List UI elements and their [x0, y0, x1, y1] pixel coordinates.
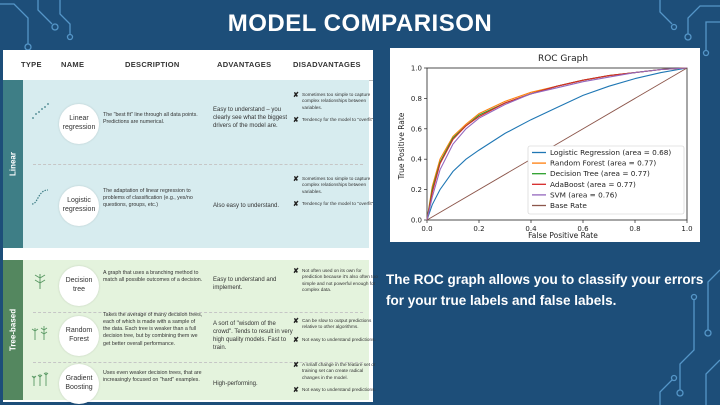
row-divider — [33, 312, 363, 313]
model-comparison-table: TYPE NAME DESCRIPTION ADVANTAGES DISADVA… — [3, 50, 378, 404]
row-name: Random Forest — [59, 316, 99, 356]
header-advantages: ADVANTAGES — [217, 60, 272, 69]
x-tick-label: 0.6 — [577, 225, 589, 233]
legend-label: Random Forest (area = 0.77) — [550, 159, 656, 168]
table-row: Linear regression The "best fit" line th… — [23, 84, 375, 164]
table-row: Random Forest Takes the average of many … — [23, 312, 376, 360]
boosting-trees-icon — [31, 372, 49, 386]
x-mark-icon: ✘ — [293, 201, 299, 209]
y-tick-label: 0.8 — [411, 95, 422, 103]
table-row: Logistic regression The adaptation of li… — [23, 166, 375, 246]
roc-series-line — [426, 67, 688, 221]
y-tick-label: 0.2 — [411, 186, 422, 194]
roc-series-line — [426, 67, 688, 221]
row-name: Linear regression — [59, 104, 99, 144]
roc-series-line — [426, 67, 688, 221]
y-tick-label: 1.0 — [411, 65, 422, 73]
y-tick-label: 0.6 — [411, 125, 423, 133]
x-mark-icon: ✘ — [293, 92, 299, 99]
row-description: Uses even weaker decision trees, that ar… — [103, 370, 202, 384]
decision-tree-icon — [34, 274, 46, 289]
table-row: Decision tree A graph that uses a branch… — [23, 262, 378, 310]
roc-caption: The ROC graph allows you to classify you… — [386, 272, 704, 308]
row-disadvantages: ✘ Sometimes too simple to capture complex… — [293, 176, 375, 209]
row-disadvantages: ✘ Sometimes too simple to capture complex… — [293, 92, 375, 125]
x-tick-label: 0.0 — [421, 225, 432, 233]
x-tick-label: 1.0 — [681, 225, 692, 233]
x-mark-icon: ✘ — [293, 318, 299, 325]
x-axis-label: False Positive Rate — [528, 231, 598, 240]
slide-title: MODEL COMPARISON — [227, 10, 493, 37]
row-name: Logistic regression — [59, 186, 99, 226]
roc-chart: ROC Graph False Positive Rate True Posit… — [390, 48, 700, 242]
x-tick-label: 0.8 — [629, 225, 640, 233]
table-row: Gradient Boosting Uses even weaker decis… — [23, 358, 376, 404]
group-label-linear: Linear — [3, 80, 23, 248]
header-description: DESCRIPTION — [125, 60, 180, 69]
row-description: Takes the average of many decision trees… — [103, 312, 203, 347]
legend-label: AdaBoost (area = 0.77) — [550, 180, 636, 189]
forest-icon — [31, 326, 48, 340]
header-name: NAME — [61, 60, 85, 69]
roc-chart-svg: ROC Graph False Positive Rate True Posit… — [397, 54, 693, 240]
row-disadvantages: ✘ A small change in the feature set or tr… — [293, 362, 376, 395]
x-mark-icon: ✘ — [293, 336, 299, 344]
row-divider — [33, 164, 363, 165]
x-mark-icon: ✘ — [293, 362, 299, 369]
row-description: A graph that uses a branching method to … — [103, 270, 203, 284]
legend-label: Logistic Regression (area = 0.68) — [550, 148, 671, 157]
table-header: TYPE NAME DESCRIPTION ADVANTAGES DISADVA… — [3, 50, 373, 81]
x-mark-icon: ✘ — [293, 176, 299, 183]
row-advantages: Easy to understand – you clearly see wha… — [213, 107, 288, 130]
legend-label: SVM (area = 0.76) — [550, 190, 617, 199]
row-advantages: High-performing. — [213, 381, 258, 387]
legend-label: Base Rate — [550, 201, 587, 210]
header-disadvantages: DISADVANTAGES — [293, 60, 361, 69]
x-mark-icon: ✘ — [293, 117, 299, 125]
row-advantages: Easy to understand and implement. — [213, 277, 277, 292]
scatter-line-icon — [32, 103, 49, 119]
x-mark-icon: ✘ — [293, 268, 299, 275]
header-type: TYPE — [21, 60, 42, 69]
row-name: Gradient Boosting — [59, 364, 99, 404]
chart-title: ROC Graph — [538, 54, 588, 64]
x-tick-label: 0.4 — [525, 225, 537, 233]
x-mark-icon: ✘ — [293, 387, 299, 395]
row-description: The adaptation of linear regression to p… — [103, 188, 193, 209]
row-name: Decision tree — [59, 266, 99, 306]
row-disadvantages: ✘ Not often used on its own for predictio… — [293, 268, 378, 293]
logistic-curve-icon — [31, 189, 49, 205]
row-disadvantages: ✘ Can be slow to output predictions relat… — [293, 318, 376, 344]
y-axis-label: True Positive Rate — [397, 112, 406, 180]
legend-label: Decision Tree (area = 0.77) — [550, 169, 650, 178]
y-tick-label: 0.4 — [411, 156, 423, 164]
chart-legend — [527, 145, 685, 215]
row-advantages: Also easy to understand. — [213, 203, 280, 209]
group-label-tree: Tree-based — [3, 260, 23, 400]
row-description: The "best fit" line through all data poi… — [103, 112, 198, 126]
y-tick-label: 0.0 — [411, 217, 422, 225]
x-tick-label: 0.2 — [473, 225, 484, 233]
row-advantages: A sort of "wisdom of the crowd". Tends t… — [213, 321, 293, 352]
row-divider — [33, 362, 363, 363]
